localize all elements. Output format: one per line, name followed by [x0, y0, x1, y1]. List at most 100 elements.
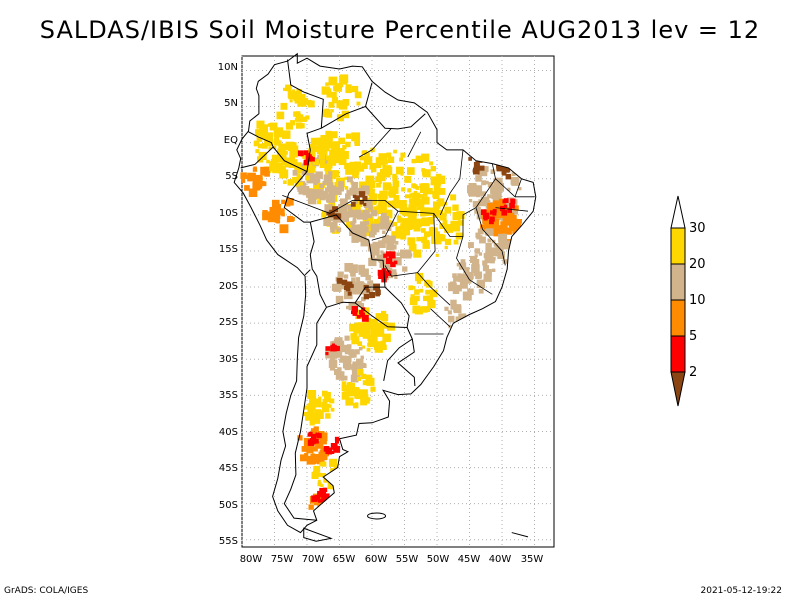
percentile-cell: [363, 397, 370, 404]
percentile-cell: [330, 228, 335, 233]
x-tick-label: 75W: [271, 554, 294, 565]
credit-label: GrADS: COLA/IGES: [4, 586, 89, 596]
percentile-cell: [376, 243, 381, 247]
percentile-cell: [312, 446, 318, 452]
percentile-cell: [312, 159, 319, 166]
percentile-cell: [433, 184, 441, 192]
percentile-cell: [255, 149, 260, 154]
percentile-cell: [452, 273, 457, 278]
percentile-cell: [382, 215, 386, 219]
percentile-cell: [354, 195, 360, 201]
percentile-cell: [345, 397, 354, 406]
percentile-cell: [390, 261, 396, 268]
percentile-cell: [314, 438, 319, 444]
percentile-cell: [303, 150, 309, 156]
percentile-cell: [390, 186, 399, 194]
percentile-cell: [377, 206, 385, 215]
percentile-cell: [371, 252, 375, 256]
percentile-cell: [421, 217, 430, 227]
percentile-cell: [317, 472, 322, 477]
percentile-cell: [387, 200, 395, 208]
percentile-cell: [494, 225, 498, 230]
percentile-cell: [288, 94, 294, 100]
percentile-cell: [416, 219, 422, 225]
percentile-cell: [419, 185, 428, 193]
percentile-cell: [371, 206, 379, 213]
percentile-cell: [450, 194, 457, 201]
percentile-cell: [290, 120, 296, 126]
percentile-cell: [416, 237, 421, 242]
percentile-cell: [317, 456, 325, 465]
colorbar-legend: 2 5 10 20 30: [670, 195, 706, 407]
percentile-cell: [366, 289, 370, 293]
percentile-cell: [344, 335, 350, 341]
percentile-cell: [355, 277, 361, 282]
percentile-cell: [415, 155, 423, 163]
percentile-cell: [292, 170, 299, 176]
percentile-cell: [342, 99, 350, 106]
percentile-cell: [323, 432, 328, 437]
percentile-cell: [421, 236, 428, 243]
percentile-cell: [322, 398, 328, 404]
percentile-cell: [330, 210, 335, 216]
state-border: [407, 131, 422, 158]
percentile-cell: [483, 212, 490, 220]
percentile-cell: [371, 248, 380, 256]
percentile-cell: [277, 208, 285, 216]
percentile-cell: [489, 248, 498, 257]
percentile-cell: [479, 236, 486, 244]
percentile-cell: [378, 198, 387, 207]
percentile-cell: [349, 323, 357, 332]
percentile-cell: [412, 305, 421, 314]
percentile-cell: [477, 228, 484, 235]
state-border: [475, 207, 506, 266]
legend-swatch-above-30: [670, 195, 686, 229]
percentile-cell: [473, 162, 480, 168]
percentile-cell: [319, 163, 325, 168]
percentile-cell: [332, 151, 339, 159]
percentile-cell: [353, 325, 362, 334]
y-tick-label: 50S: [219, 500, 238, 511]
percentile-cell: [309, 144, 316, 150]
percentile-cell: [452, 207, 456, 211]
percentile-cell: [393, 221, 398, 227]
percentile-cell: [325, 82, 329, 86]
percentile-cell: [392, 200, 401, 209]
x-tick-label: 55W: [396, 554, 419, 565]
percentile-cell: [507, 208, 512, 213]
percentile-cell: [307, 188, 317, 198]
percentile-cell: [248, 188, 258, 197]
percentile-cell: [398, 200, 407, 208]
percentile-cell: [345, 141, 351, 148]
percentile-cell: [332, 346, 338, 352]
percentile-cell: [375, 162, 382, 169]
percentile-cell: [481, 191, 486, 196]
percentile-cell: [284, 162, 290, 168]
percentile-cell: [485, 180, 489, 185]
percentile-cell: [313, 145, 321, 153]
percentile-cell: [356, 358, 364, 367]
percentile-cell: [279, 226, 284, 231]
percentile-cell: [444, 245, 448, 250]
percentile-cell: [317, 200, 322, 205]
percentile-cell: [247, 172, 256, 182]
percentile-cell: [360, 332, 364, 337]
percentile-cell: [362, 210, 370, 218]
percentile-cell: [486, 228, 494, 236]
percentile-cell: [416, 279, 421, 284]
percentile-cell: [483, 253, 489, 258]
x-tick-label: 70W: [302, 554, 325, 565]
percentile-cell: [336, 227, 342, 232]
percentile-cell: [475, 272, 482, 279]
percentile-cell: [356, 281, 361, 287]
percentile-cell: [359, 310, 364, 315]
percentile-cell: [296, 122, 303, 129]
percentile-cell: [328, 171, 333, 176]
percentile-cell: [349, 350, 357, 358]
percentile-cell: [382, 159, 388, 165]
percentile-cell: [321, 453, 328, 460]
percentile-cell: [338, 137, 345, 145]
percentile-cell: [322, 407, 327, 411]
percentile-cell: [351, 364, 358, 371]
percentile-cell: [443, 220, 447, 224]
